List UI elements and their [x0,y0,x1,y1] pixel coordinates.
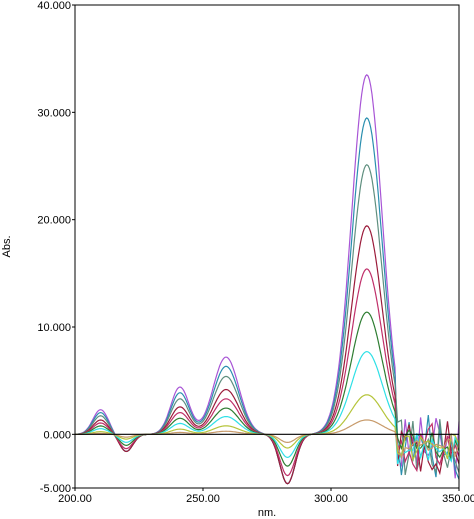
series-line [75,311,460,467]
series-line [75,394,460,462]
plot-frame [74,4,460,489]
x-tick-label: 350.00 [442,493,474,505]
y-tick-label: 0.000 [43,429,71,441]
series-line [75,419,460,460]
y-axis-label: Abs. [1,235,13,257]
series-line [75,268,460,477]
y-tick-label: 20.000 [37,215,71,227]
x-tick-label: 200.00 [58,493,92,505]
x-tick-label: 300.00 [314,493,348,505]
y-tick-label: -5.000 [40,483,71,495]
series-line [74,225,460,485]
y-tick-label: 40.000 [37,0,71,12]
x-axis-label: nm. [258,507,276,519]
series-line [75,350,460,465]
y-tick-label: 30.000 [37,107,71,119]
y-tick-label: 10.000 [37,322,71,334]
x-tick-label: 250.00 [186,493,220,505]
